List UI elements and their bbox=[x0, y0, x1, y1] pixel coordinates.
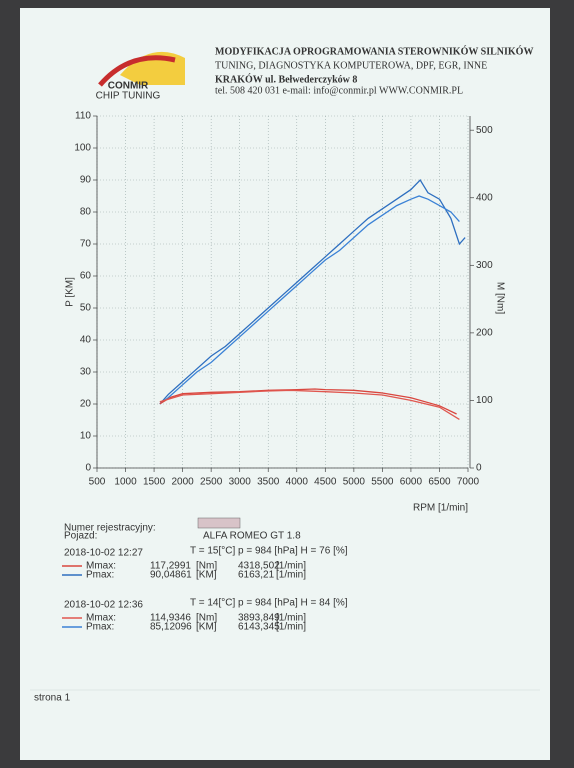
header-subtitle: TUNING, DIAGNOSTYKA KOMPUTEROWA, DPF, EG… bbox=[215, 60, 487, 71]
footer-page: strona 1 bbox=[34, 693, 71, 704]
x-tick-label: 6500 bbox=[428, 477, 451, 488]
header-title: MODYFIKACJA OPROGRAMOWANIA STEROWNIKÓW S… bbox=[215, 45, 533, 57]
series-line bbox=[159, 195, 460, 405]
series-line bbox=[159, 388, 457, 415]
y-tick-label: 90 bbox=[80, 175, 92, 186]
y2-tick-label: 0 bbox=[476, 463, 482, 474]
vehicle: ALFA ROMEO GT 1.8 bbox=[203, 531, 301, 542]
run-cell: 90,04861 bbox=[150, 570, 192, 581]
y-tick-label: 30 bbox=[80, 367, 92, 378]
run-cell: 3893,849 bbox=[238, 613, 280, 624]
x-tick-label: 5500 bbox=[371, 477, 394, 488]
x-tick-label: 4500 bbox=[314, 477, 337, 488]
vehicle-color bbox=[197, 517, 241, 529]
logo: CONMIR bbox=[108, 81, 149, 92]
y2-tick-label: 400 bbox=[476, 192, 493, 203]
run-conditions: T = 14[°C] p = 984 [hPa] H = 84 [%] bbox=[190, 598, 348, 609]
run-cell: [1/min] bbox=[276, 561, 306, 572]
run-cell: [Nm] bbox=[196, 561, 217, 572]
x-axis-label: RPM [1/min] bbox=[413, 503, 468, 514]
runs: 2018-10-02 12:27 T = 15[°C] p = 984 [hPa]… bbox=[62, 546, 348, 633]
x-tick-label: 7000 bbox=[457, 477, 480, 488]
run-conditions: T = 15[°C] p = 984 [hPa] H = 76 [%] bbox=[190, 546, 348, 557]
y-tick-label: 80 bbox=[80, 207, 92, 218]
logo-arc bbox=[98, 55, 176, 87]
x-tick-label: 4000 bbox=[286, 477, 309, 488]
run-cell: [1/min] bbox=[276, 622, 306, 633]
run-cell: 6163,21 bbox=[238, 570, 275, 581]
run-cell: 117,2991 bbox=[150, 561, 191, 572]
y2-tick-label: 200 bbox=[476, 328, 493, 339]
run-cell: Mmax: bbox=[86, 613, 116, 624]
x-tick-label: 1000 bbox=[114, 477, 137, 488]
run-cell: 114,9346 bbox=[150, 613, 191, 624]
y-tick-label: 100 bbox=[74, 143, 91, 154]
run-cell: [KM] bbox=[196, 622, 217, 633]
run-cell: Pmax: bbox=[86, 570, 114, 581]
run-cell: Mmax: bbox=[86, 561, 116, 572]
y2-tick-label: 100 bbox=[476, 395, 493, 406]
x-tick-label: 2500 bbox=[200, 477, 223, 488]
run-cell: 4318,502 bbox=[238, 561, 280, 572]
vehicle-label: Pojazd: bbox=[64, 531, 97, 542]
y-axis-label: P [KM] bbox=[65, 277, 76, 307]
run-cell: [1/min] bbox=[276, 570, 306, 581]
reg-label: Numer rejestracyjny: bbox=[64, 523, 156, 534]
x-tick-label: 500 bbox=[89, 477, 106, 488]
run-cell: [KM] bbox=[196, 570, 217, 581]
run-datetime: 2018-10-02 12:27 bbox=[64, 548, 143, 559]
y-tick-label: 10 bbox=[80, 431, 92, 442]
run-cell: [1/min] bbox=[276, 613, 306, 624]
run-cell: 85,12096 bbox=[150, 622, 192, 633]
y-tick-label: 20 bbox=[80, 399, 92, 410]
y-tick-label: 0 bbox=[85, 463, 91, 474]
x-tick-label: 3000 bbox=[229, 477, 252, 488]
y-tick-label: 70 bbox=[80, 239, 92, 250]
series-line bbox=[159, 178, 466, 405]
run-cell: [Nm] bbox=[196, 613, 217, 624]
y-tick-label: 110 bbox=[75, 111, 91, 122]
x-tick-label: 5000 bbox=[343, 477, 366, 488]
series-line bbox=[159, 389, 460, 420]
run-datetime: 2018-10-02 12:36 bbox=[64, 600, 143, 611]
run-cell: 6143,345 bbox=[238, 622, 280, 633]
plot: 500 1000 1500 2000 2500 3000 3500 4000 4500 5000 5… bbox=[65, 111, 506, 514]
y-tick-label: 40 bbox=[80, 335, 92, 346]
y2-tick-label: 500 bbox=[476, 125, 493, 136]
x-tick-label: 3500 bbox=[257, 477, 280, 488]
y-tick-label: 50 bbox=[80, 303, 92, 314]
logo-sub: CHIP TUNING bbox=[96, 91, 161, 102]
x-tick-label: 6000 bbox=[400, 477, 423, 488]
x-tick-label: 1500 bbox=[143, 477, 166, 488]
run-cell: Pmax: bbox=[86, 622, 114, 633]
x-tick-label: 2000 bbox=[171, 477, 194, 488]
header-contact: tel. 508 420 031 e-mail: info@conmir.pl … bbox=[215, 85, 463, 96]
y-tick-label: 60 bbox=[80, 271, 92, 282]
paper bbox=[20, 8, 550, 760]
y2-axis-label: M [Nm] bbox=[494, 282, 505, 314]
header-address: KRAKÓW ul. Bełwederczyków 8 bbox=[215, 73, 357, 85]
y2-tick-label: 300 bbox=[476, 260, 493, 271]
